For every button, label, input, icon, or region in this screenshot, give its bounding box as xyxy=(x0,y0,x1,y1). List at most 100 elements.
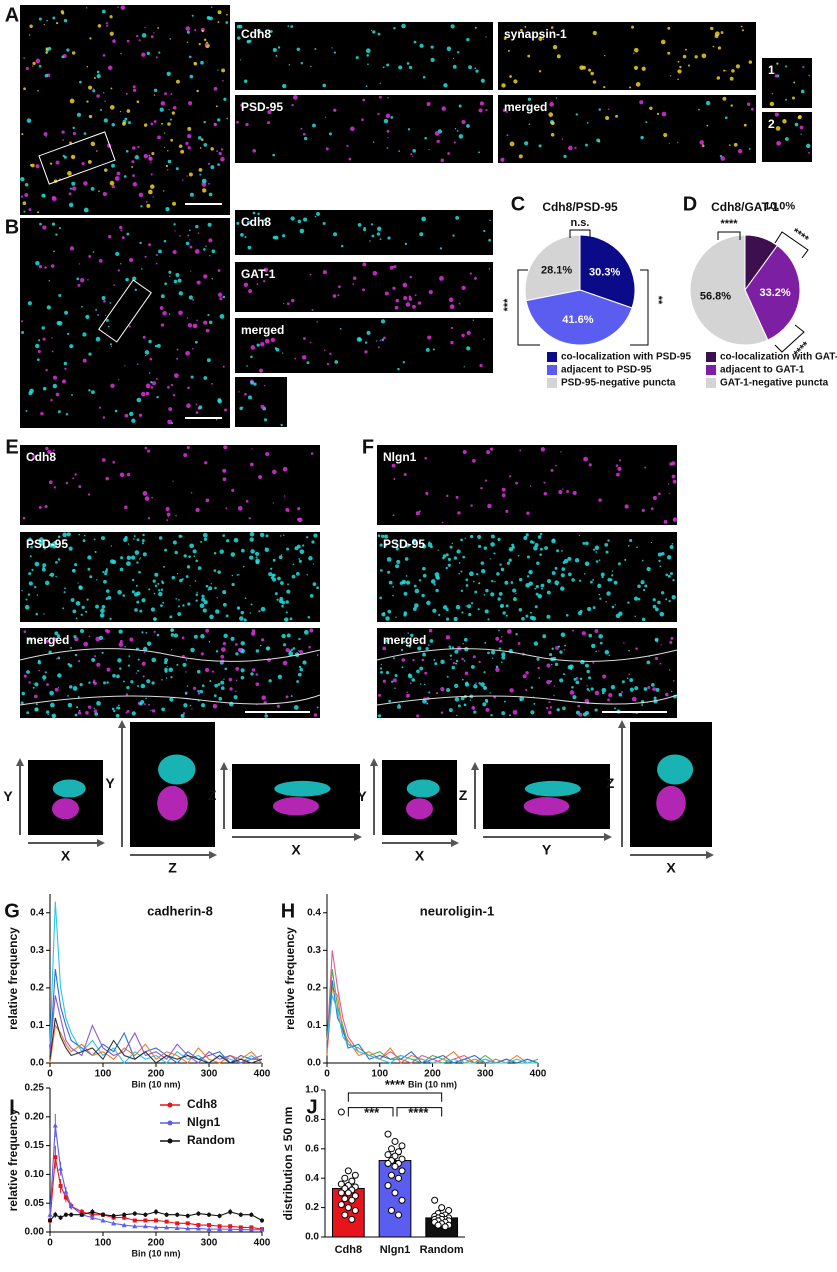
puncta xyxy=(71,393,73,396)
puncta xyxy=(509,475,512,478)
puncta xyxy=(196,591,198,594)
puncta xyxy=(151,496,154,499)
puncta xyxy=(211,670,215,673)
puncta xyxy=(633,47,639,53)
y-axis-label: distribution ≤ 50 nm xyxy=(281,1107,295,1221)
puncta xyxy=(446,46,452,51)
puncta xyxy=(489,219,491,222)
puncta xyxy=(552,538,555,541)
puncta xyxy=(454,697,460,702)
puncta xyxy=(409,275,413,279)
puncta xyxy=(221,647,226,652)
puncta xyxy=(291,298,295,303)
puncta xyxy=(458,302,461,305)
puncta xyxy=(25,410,28,412)
bracket xyxy=(717,231,741,240)
puncta xyxy=(49,162,53,165)
puncta xyxy=(387,236,391,240)
puncta xyxy=(89,37,92,40)
puncta xyxy=(485,108,488,112)
puncta xyxy=(357,222,362,227)
roi-box xyxy=(38,131,116,185)
puncta xyxy=(204,461,208,465)
puncta xyxy=(438,613,441,617)
puncta xyxy=(124,365,126,367)
puncta xyxy=(518,608,523,612)
puncta xyxy=(167,516,169,518)
puncta xyxy=(263,279,266,283)
puncta xyxy=(642,588,646,592)
puncta xyxy=(452,661,456,665)
puncta xyxy=(52,16,56,20)
puncta xyxy=(81,305,83,308)
puncta xyxy=(222,365,225,368)
image-label: Nlgn1 xyxy=(383,450,417,464)
puncta xyxy=(618,692,623,697)
puncta xyxy=(136,397,142,403)
puncta xyxy=(435,588,439,593)
puncta xyxy=(57,656,61,660)
puncta xyxy=(95,308,98,311)
puncta xyxy=(540,447,546,452)
puncta xyxy=(446,688,451,692)
puncta xyxy=(480,78,485,83)
puncta xyxy=(35,164,40,169)
marker xyxy=(217,1213,222,1218)
puncta xyxy=(101,651,104,654)
puncta xyxy=(594,545,600,551)
puncta xyxy=(126,472,131,477)
puncta xyxy=(207,314,210,317)
puncta xyxy=(103,168,108,172)
puncta xyxy=(42,337,46,341)
puncta xyxy=(48,543,54,548)
marker xyxy=(68,1203,74,1209)
puncta xyxy=(289,617,293,621)
puncta xyxy=(185,26,191,31)
puncta xyxy=(592,661,595,664)
puncta xyxy=(281,633,286,639)
puncta xyxy=(282,660,288,666)
data-point xyxy=(384,1151,392,1159)
puncta xyxy=(48,480,53,485)
puncta xyxy=(610,684,616,690)
signal xyxy=(158,754,196,785)
puncta xyxy=(114,176,120,181)
puncta xyxy=(594,629,599,633)
puncta xyxy=(96,701,101,706)
puncta xyxy=(225,507,228,510)
puncta xyxy=(248,395,252,400)
puncta xyxy=(405,580,411,585)
puncta xyxy=(526,575,530,578)
puncta xyxy=(646,660,651,665)
puncta xyxy=(469,571,474,577)
marker xyxy=(111,1220,117,1226)
puncta xyxy=(235,652,239,656)
puncta xyxy=(446,617,450,621)
puncta xyxy=(535,584,539,589)
puncta xyxy=(205,584,209,588)
puncta xyxy=(598,559,601,562)
puncta xyxy=(446,494,449,498)
puncta xyxy=(129,411,134,417)
data-point xyxy=(434,1221,442,1229)
puncta xyxy=(480,682,485,687)
puncta xyxy=(175,272,180,277)
puncta xyxy=(172,480,174,482)
puncta xyxy=(384,291,389,296)
puncta xyxy=(28,34,31,36)
puncta xyxy=(45,51,48,54)
puncta xyxy=(85,711,89,715)
puncta xyxy=(649,106,653,111)
puncta xyxy=(506,134,509,137)
puncta xyxy=(150,381,153,384)
y-tick-label: 0.0 xyxy=(307,1058,321,1069)
puncta xyxy=(332,294,337,298)
puncta xyxy=(274,592,278,596)
puncta xyxy=(42,386,47,391)
puncta xyxy=(77,582,79,584)
puncta xyxy=(595,551,598,553)
puncta xyxy=(222,641,227,646)
annotation: **** xyxy=(790,226,811,246)
puncta xyxy=(592,80,597,84)
puncta xyxy=(487,618,490,621)
